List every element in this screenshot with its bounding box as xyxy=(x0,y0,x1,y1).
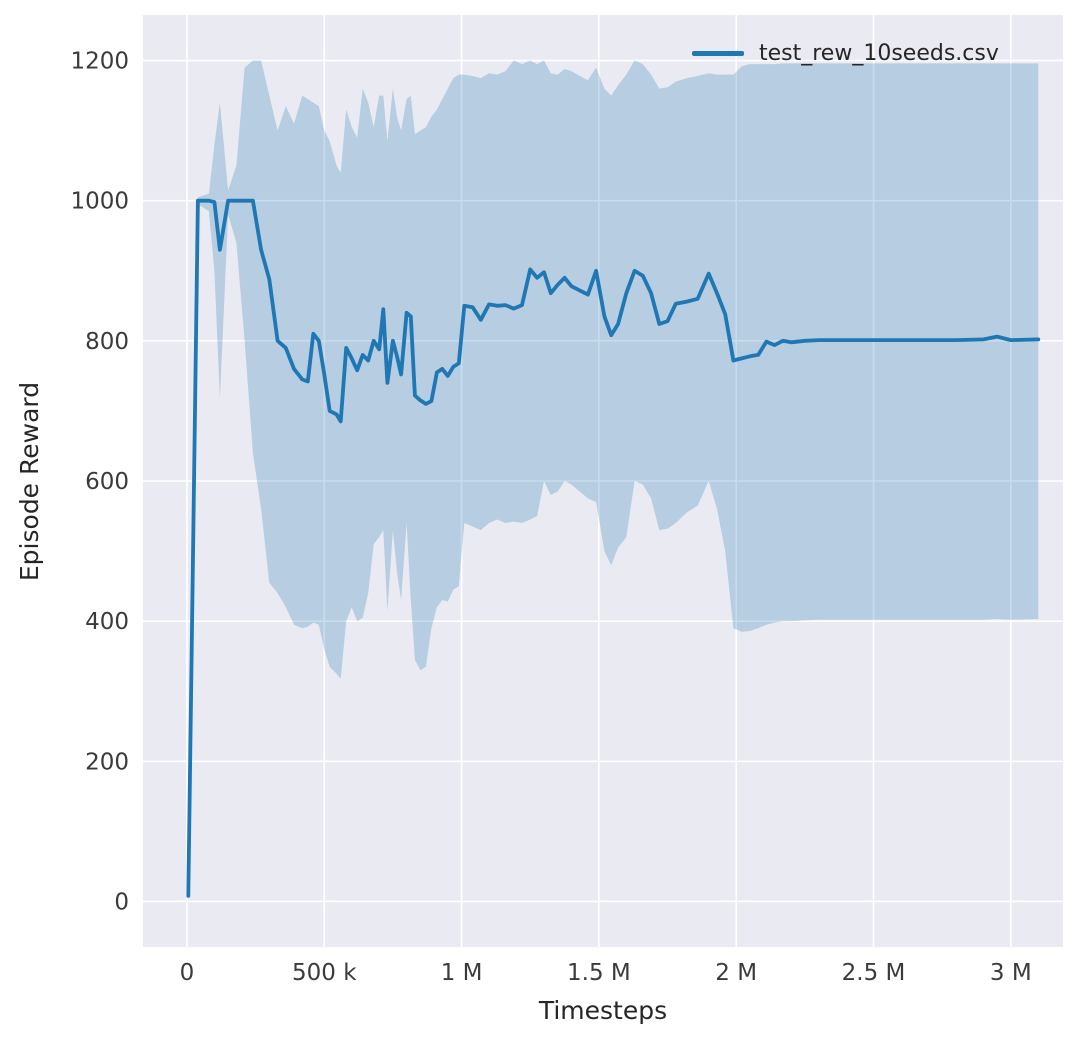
y-tick-label: 200 xyxy=(85,749,129,775)
confidence-band xyxy=(188,60,1039,898)
mean-line xyxy=(186,198,1041,898)
y-tick-label: 1200 xyxy=(70,49,129,75)
y-tick-label: 1000 xyxy=(70,189,129,215)
y-axis-label-wrap: Episode Reward xyxy=(8,15,52,947)
x-tick-labels: 0 500 k 1 M 1.5 M 2 M 2.5 M 3 M xyxy=(180,960,1032,986)
y-axis-label: Episode Reward xyxy=(15,381,45,581)
x-tick-label: 1.5 M xyxy=(567,960,631,986)
x-tick-label: 500 k xyxy=(292,960,357,986)
legend-label: test_rew_10seeds.csv xyxy=(759,41,999,66)
y-tick-label: 800 xyxy=(85,329,129,355)
x-tick-label: 2.5 M xyxy=(842,960,906,986)
legend: test_rew_10seeds.csv xyxy=(692,41,999,66)
y-tick-label: 400 xyxy=(85,609,129,635)
x-tick-label: 0 xyxy=(180,960,195,986)
y-tick-labels: 0 200 400 600 800 1000 1200 xyxy=(70,49,129,916)
legend-line-swatch xyxy=(692,51,744,56)
x-tick-label: 1 M xyxy=(441,960,483,986)
y-tick-label: 0 xyxy=(114,890,129,916)
x-axis-label: Timesteps xyxy=(538,996,668,1025)
y-tick-label: 600 xyxy=(85,469,129,495)
gridlines xyxy=(143,15,1063,947)
x-tick-label: 3 M xyxy=(990,960,1032,986)
x-tick-label: 2 M xyxy=(715,960,757,986)
